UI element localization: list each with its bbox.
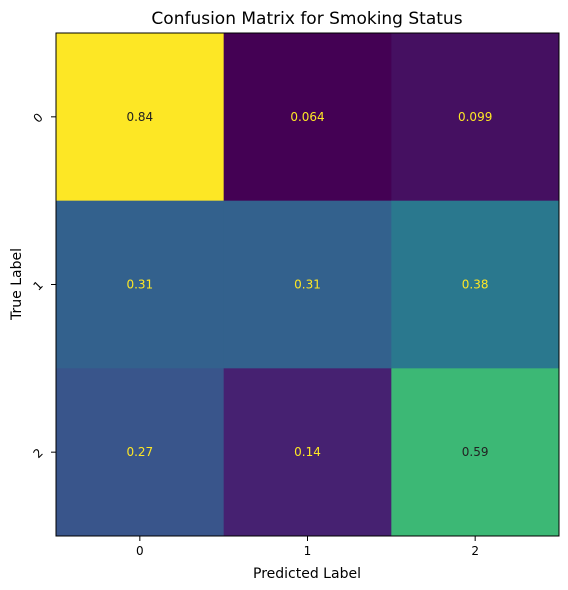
heatmap-cells	[56, 33, 560, 537]
heatmap-cell-1-0	[56, 200, 225, 369]
y-tick-label-2: 2	[31, 446, 46, 461]
cell-value-label-1-2: 0.38	[462, 278, 489, 292]
cell-value-labels: 0.84 0.064 0.099 0.31 0.31 0.38 0.27 0.14 0.59	[126, 110, 492, 459]
heatmap-cell-1-1	[223, 200, 392, 369]
heatmap-cell-2-2	[391, 368, 560, 537]
chart-title: Confusion Matrix for Smoking Status	[151, 9, 462, 29]
x-tick-label-2: 2	[471, 544, 479, 558]
heatmap-cell-0-2	[391, 33, 560, 202]
heatmap-cell-2-0	[56, 368, 225, 537]
cell-value-label-0-0: 0.84	[126, 110, 153, 124]
cell-value-label-1-0: 0.31	[126, 278, 153, 292]
x-tick-label-1: 1	[304, 544, 312, 558]
y-tick-label-1: 1	[31, 278, 46, 293]
heatmap-cell-2-1	[223, 368, 392, 537]
x-axis-ticks: 0 1 2	[136, 536, 479, 558]
heatmap-cell-0-0	[56, 33, 225, 202]
cell-value-label-0-2: 0.099	[458, 110, 492, 124]
heatmap-cell-0-1	[223, 33, 392, 202]
cell-value-label-0-1: 0.064	[290, 110, 324, 124]
y-tick-label-0: 0	[31, 110, 46, 125]
y-axis-label: True Label	[9, 248, 25, 321]
cell-value-label-2-2: 0.59	[462, 445, 489, 459]
cell-value-label-2-0: 0.27	[126, 445, 153, 459]
cell-value-label-1-1: 0.31	[294, 278, 321, 292]
heatmap-cell-1-2	[391, 200, 560, 369]
y-axis-ticks: 0 1 2	[31, 110, 56, 461]
cell-value-label-2-1: 0.14	[294, 445, 321, 459]
x-axis-label: Predicted Label	[253, 566, 361, 582]
x-tick-label-0: 0	[136, 544, 144, 558]
